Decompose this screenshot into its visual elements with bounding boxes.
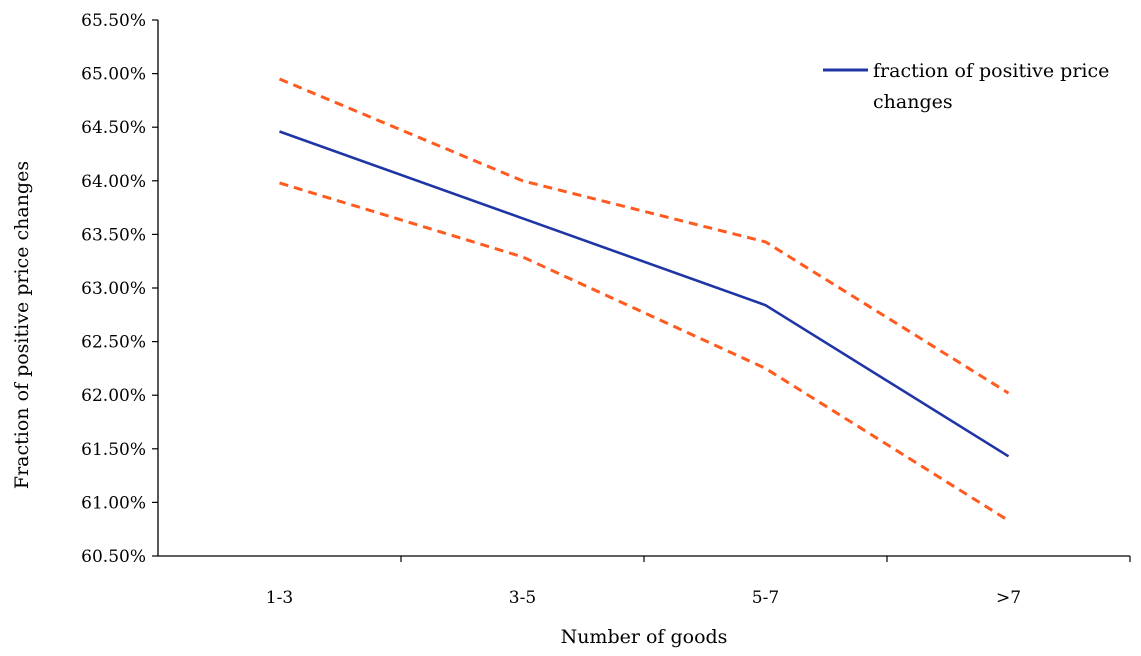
confidence-band-line-1 (278, 77, 1010, 395)
x-axis-title: Number of goods (561, 626, 728, 648)
y-tick-label: 61.00% (81, 493, 146, 513)
y-tick-label: 63.50% (81, 225, 146, 245)
x-tick-label: 5-7 (752, 588, 779, 608)
y-ticks: 60.50% 61.00% 61.50% 62.00% 62.50% 63.00% 63.5… (81, 11, 158, 567)
y-tick-label: 60.50% (81, 547, 146, 567)
y-tick-label: 64.50% (81, 118, 146, 138)
axes (157, 20, 1130, 557)
y-tick-label: 65.50% (81, 11, 146, 31)
legend-label-line-2: changes (873, 91, 953, 113)
legend: fraction of positive price changes (823, 60, 1109, 113)
y-tick-label: 61.50% (81, 440, 146, 460)
x-ticks: 1-3 3-5 5-7 >7 (266, 556, 1131, 608)
series-layer (278, 77, 1010, 522)
x-tick-label: >7 (996, 588, 1021, 608)
y-tick-label: 65.00% (81, 65, 146, 85)
y-tick-label: 62.50% (81, 333, 146, 353)
y-tick-label: 63.00% (81, 279, 146, 299)
y-axis-title: Fraction of positive price changes (11, 161, 33, 489)
y-tick-label: 62.00% (81, 386, 146, 406)
confidence-band-line-2 (279, 181, 1010, 522)
x-tick-label: 1-3 (266, 588, 293, 608)
x-tick-label: 3-5 (509, 588, 536, 608)
legend-label-line-1: fraction of positive price (873, 60, 1109, 82)
series-line-main (279, 130, 1010, 458)
y-tick-label: 64.00% (81, 172, 146, 192)
